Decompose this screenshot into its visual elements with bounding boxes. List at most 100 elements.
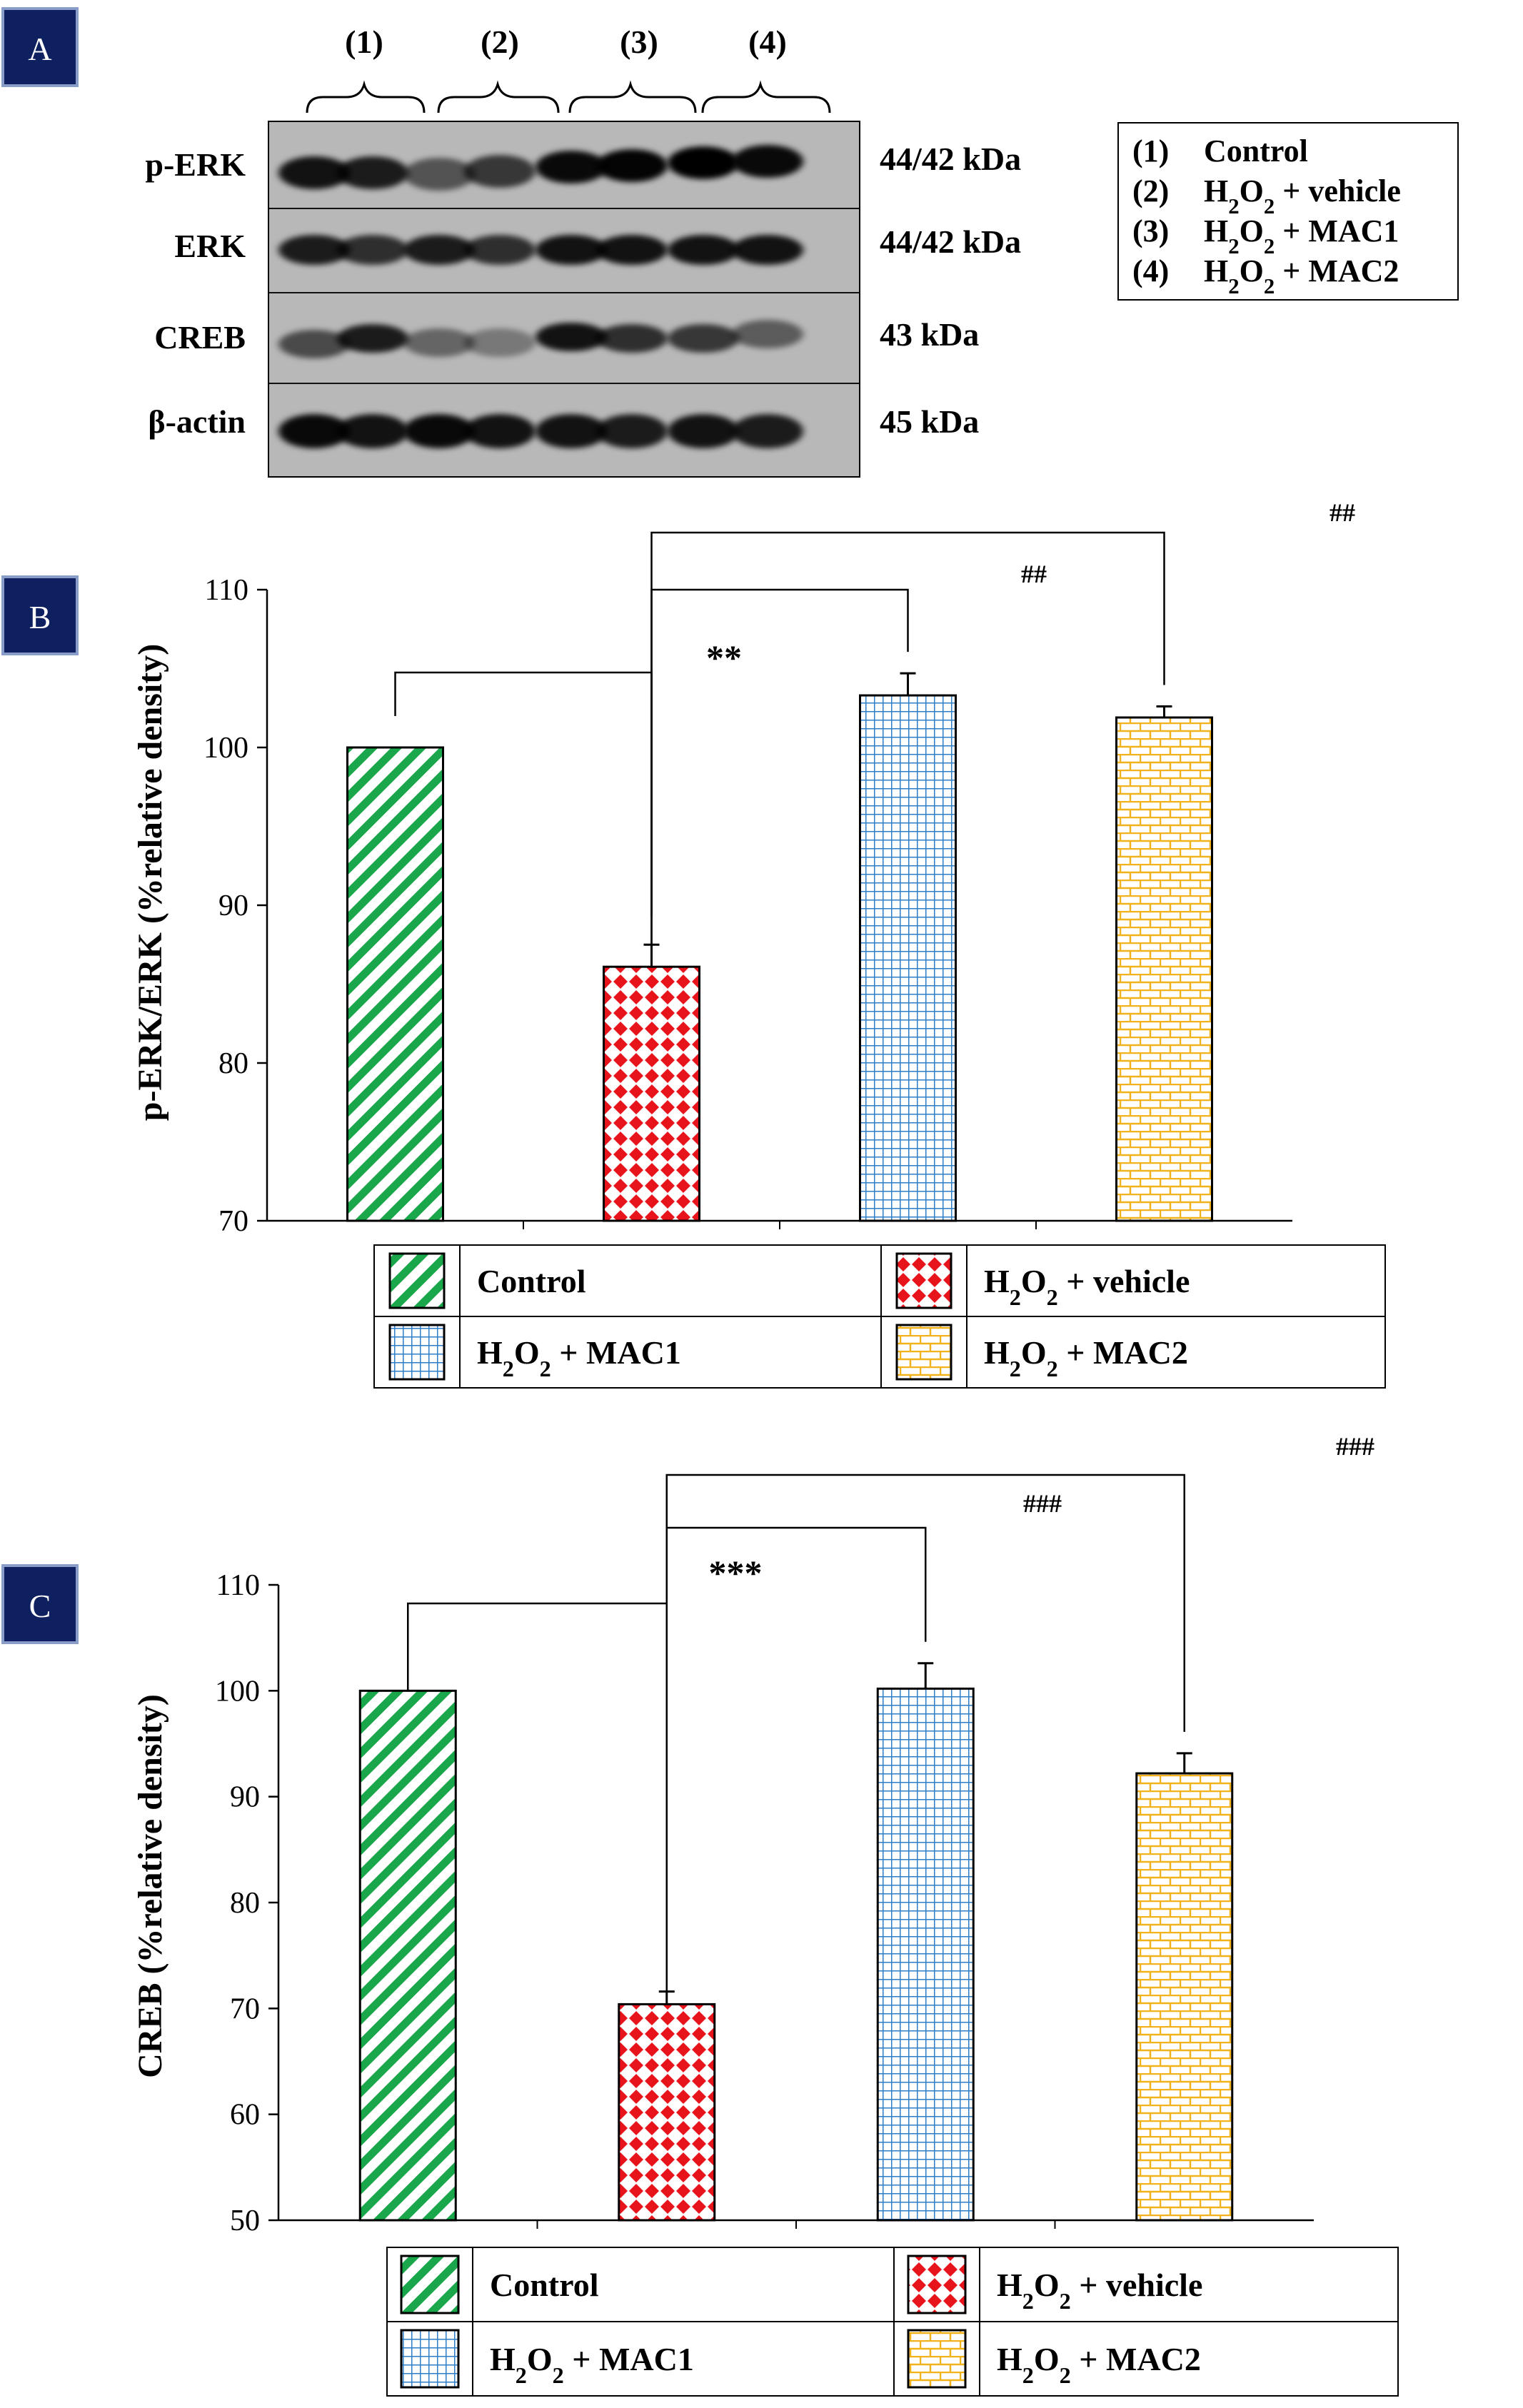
bar-control <box>346 746 444 1222</box>
blot-band <box>403 414 475 448</box>
blot-key-num-4: (4) <box>1132 253 1169 288</box>
legend-swatch-vehicle <box>907 2255 967 2314</box>
blot-band <box>403 235 475 265</box>
blot-protein-bactin: β-actin <box>148 403 246 440</box>
lane-group-label-4: (4) <box>748 24 787 60</box>
blot-protein-ERK: ERK <box>174 228 246 264</box>
blot-band <box>337 414 408 448</box>
blot-bands <box>278 145 803 448</box>
blot-size-bactin: 45 kDa <box>880 403 979 440</box>
blot-band <box>668 324 739 353</box>
y-tick-label: 90 <box>230 1781 260 1814</box>
blot-band <box>278 330 350 358</box>
legend-label-control: Control <box>477 1263 586 1299</box>
panel-c-badge-box <box>1 1564 79 1644</box>
lane-group-label-2: (2) <box>481 24 519 60</box>
y-tick-label: 100 <box>215 1675 260 1708</box>
blot-band <box>668 235 739 265</box>
y-tick-label: 70 <box>218 1205 248 1238</box>
y-tick-label: 80 <box>230 1887 260 1920</box>
y-tick-label: 110 <box>205 574 248 607</box>
blot-size-ERK: 44/42 kDa <box>880 223 1021 260</box>
blot-band <box>403 328 475 357</box>
legend-label-vehicle: H2O2 + vehicle <box>997 2267 1202 2314</box>
y-tick-label: 100 <box>203 732 248 765</box>
lane-brace-1 <box>306 80 426 114</box>
blot-band <box>403 158 475 191</box>
panel-b: B p-ERK/ERK (%relative density) 70 80 90 10… <box>1 498 1386 1389</box>
blot-size-labels: 44/42 kDa 44/42 kDa 43 kDa 45 kDa <box>880 141 1021 440</box>
blot-band <box>732 414 803 448</box>
blot <box>268 121 860 478</box>
panel-a-badge-box <box>1 7 79 87</box>
blot-key-num-1: (1) <box>1132 134 1169 168</box>
blot-band <box>596 324 668 353</box>
blot-band <box>278 414 350 448</box>
legend-swatch-control <box>388 1252 446 1309</box>
chart-b: 70 80 90 100 110 ** ## ## <box>203 498 1355 1238</box>
blot-key-box <box>1117 122 1459 301</box>
legend-swatch-mac1 <box>388 1324 446 1381</box>
panel-a-badge: A <box>1 7 79 87</box>
panel-a-letter: A <box>28 31 51 67</box>
blot-protein-pERK: p-ERK <box>145 146 246 183</box>
chart-c-ylabel: CREB (%relative density) <box>131 1694 169 2078</box>
bar-mac2 <box>1135 1772 1234 2222</box>
bar-control <box>358 1689 457 2222</box>
significance-bracket <box>665 1473 1185 1992</box>
blot-key-label-1: Control <box>1204 134 1308 168</box>
blot-band <box>596 235 668 265</box>
legend-swatch-vehicle <box>895 1252 952 1309</box>
blot-band <box>536 151 607 183</box>
y-tick-label: 70 <box>230 1993 260 2025</box>
blot-band <box>464 155 536 188</box>
bar-mac2 <box>1115 716 1213 1222</box>
blot-size-pERK: 44/42 kDa <box>880 141 1021 177</box>
significance-label: ## <box>1021 560 1047 588</box>
bar-vehicle <box>618 2003 716 2222</box>
panel-c: C CREB (%relative density) 50 60 70 80 90 100… <box>1 1432 1399 2397</box>
blot-band <box>337 324 408 353</box>
y-tick-label: 90 <box>218 890 248 922</box>
significance-label: ** <box>706 638 742 677</box>
panel-b-badge-box <box>1 575 79 655</box>
lane-braces <box>306 80 831 114</box>
blot-band <box>668 146 739 179</box>
legend-swatch-mac2 <box>907 2329 967 2389</box>
blot-band <box>536 323 607 351</box>
blot-band <box>337 235 408 265</box>
y-tick-label: 50 <box>230 2205 260 2237</box>
blot-band <box>536 414 607 448</box>
blot-key: (1) Control (2) H2O2 + vehicle (3) H2O2 … <box>1117 122 1459 301</box>
chart-b-ylabel: p-ERK/ERK (%relative density) <box>131 644 169 1121</box>
blot-key-num-3: (3) <box>1132 213 1169 248</box>
blot-band <box>536 235 607 265</box>
panel-a: A (1) (2) (3) (4) p-ERK ERK CRE <box>1 7 1459 478</box>
lane-brace-4 <box>701 80 831 114</box>
blot-band <box>596 414 668 448</box>
lane-brace-2 <box>437 80 560 114</box>
significance-label: ## <box>1330 498 1355 527</box>
bar-mac1 <box>876 1687 975 2222</box>
panel-b-badge: B <box>1 575 79 655</box>
blot-band <box>596 149 668 182</box>
y-tick-label: 110 <box>216 1569 260 1602</box>
significance-bracket <box>650 531 1165 945</box>
blot-band <box>278 156 350 189</box>
legend-swatch-control <box>400 2255 460 2314</box>
lane-group-labels: (1) (2) (3) (4) <box>345 24 787 60</box>
blot-size-CREB: 43 kDa <box>880 316 979 353</box>
legend-label-control: Control <box>490 2267 599 2303</box>
lane-group-label-3: (3) <box>620 24 658 60</box>
y-tick-label: 60 <box>230 2099 260 2132</box>
lane-group-label-1: (1) <box>345 24 383 60</box>
blot-key-num-2: (2) <box>1132 173 1169 208</box>
legend-swatch-mac1 <box>400 2329 460 2389</box>
blot-band <box>668 414 739 448</box>
panel-c-letter: C <box>29 1588 51 1624</box>
blot-band <box>337 156 408 189</box>
panel-b-letter: B <box>29 599 51 635</box>
blot-band <box>464 235 536 265</box>
